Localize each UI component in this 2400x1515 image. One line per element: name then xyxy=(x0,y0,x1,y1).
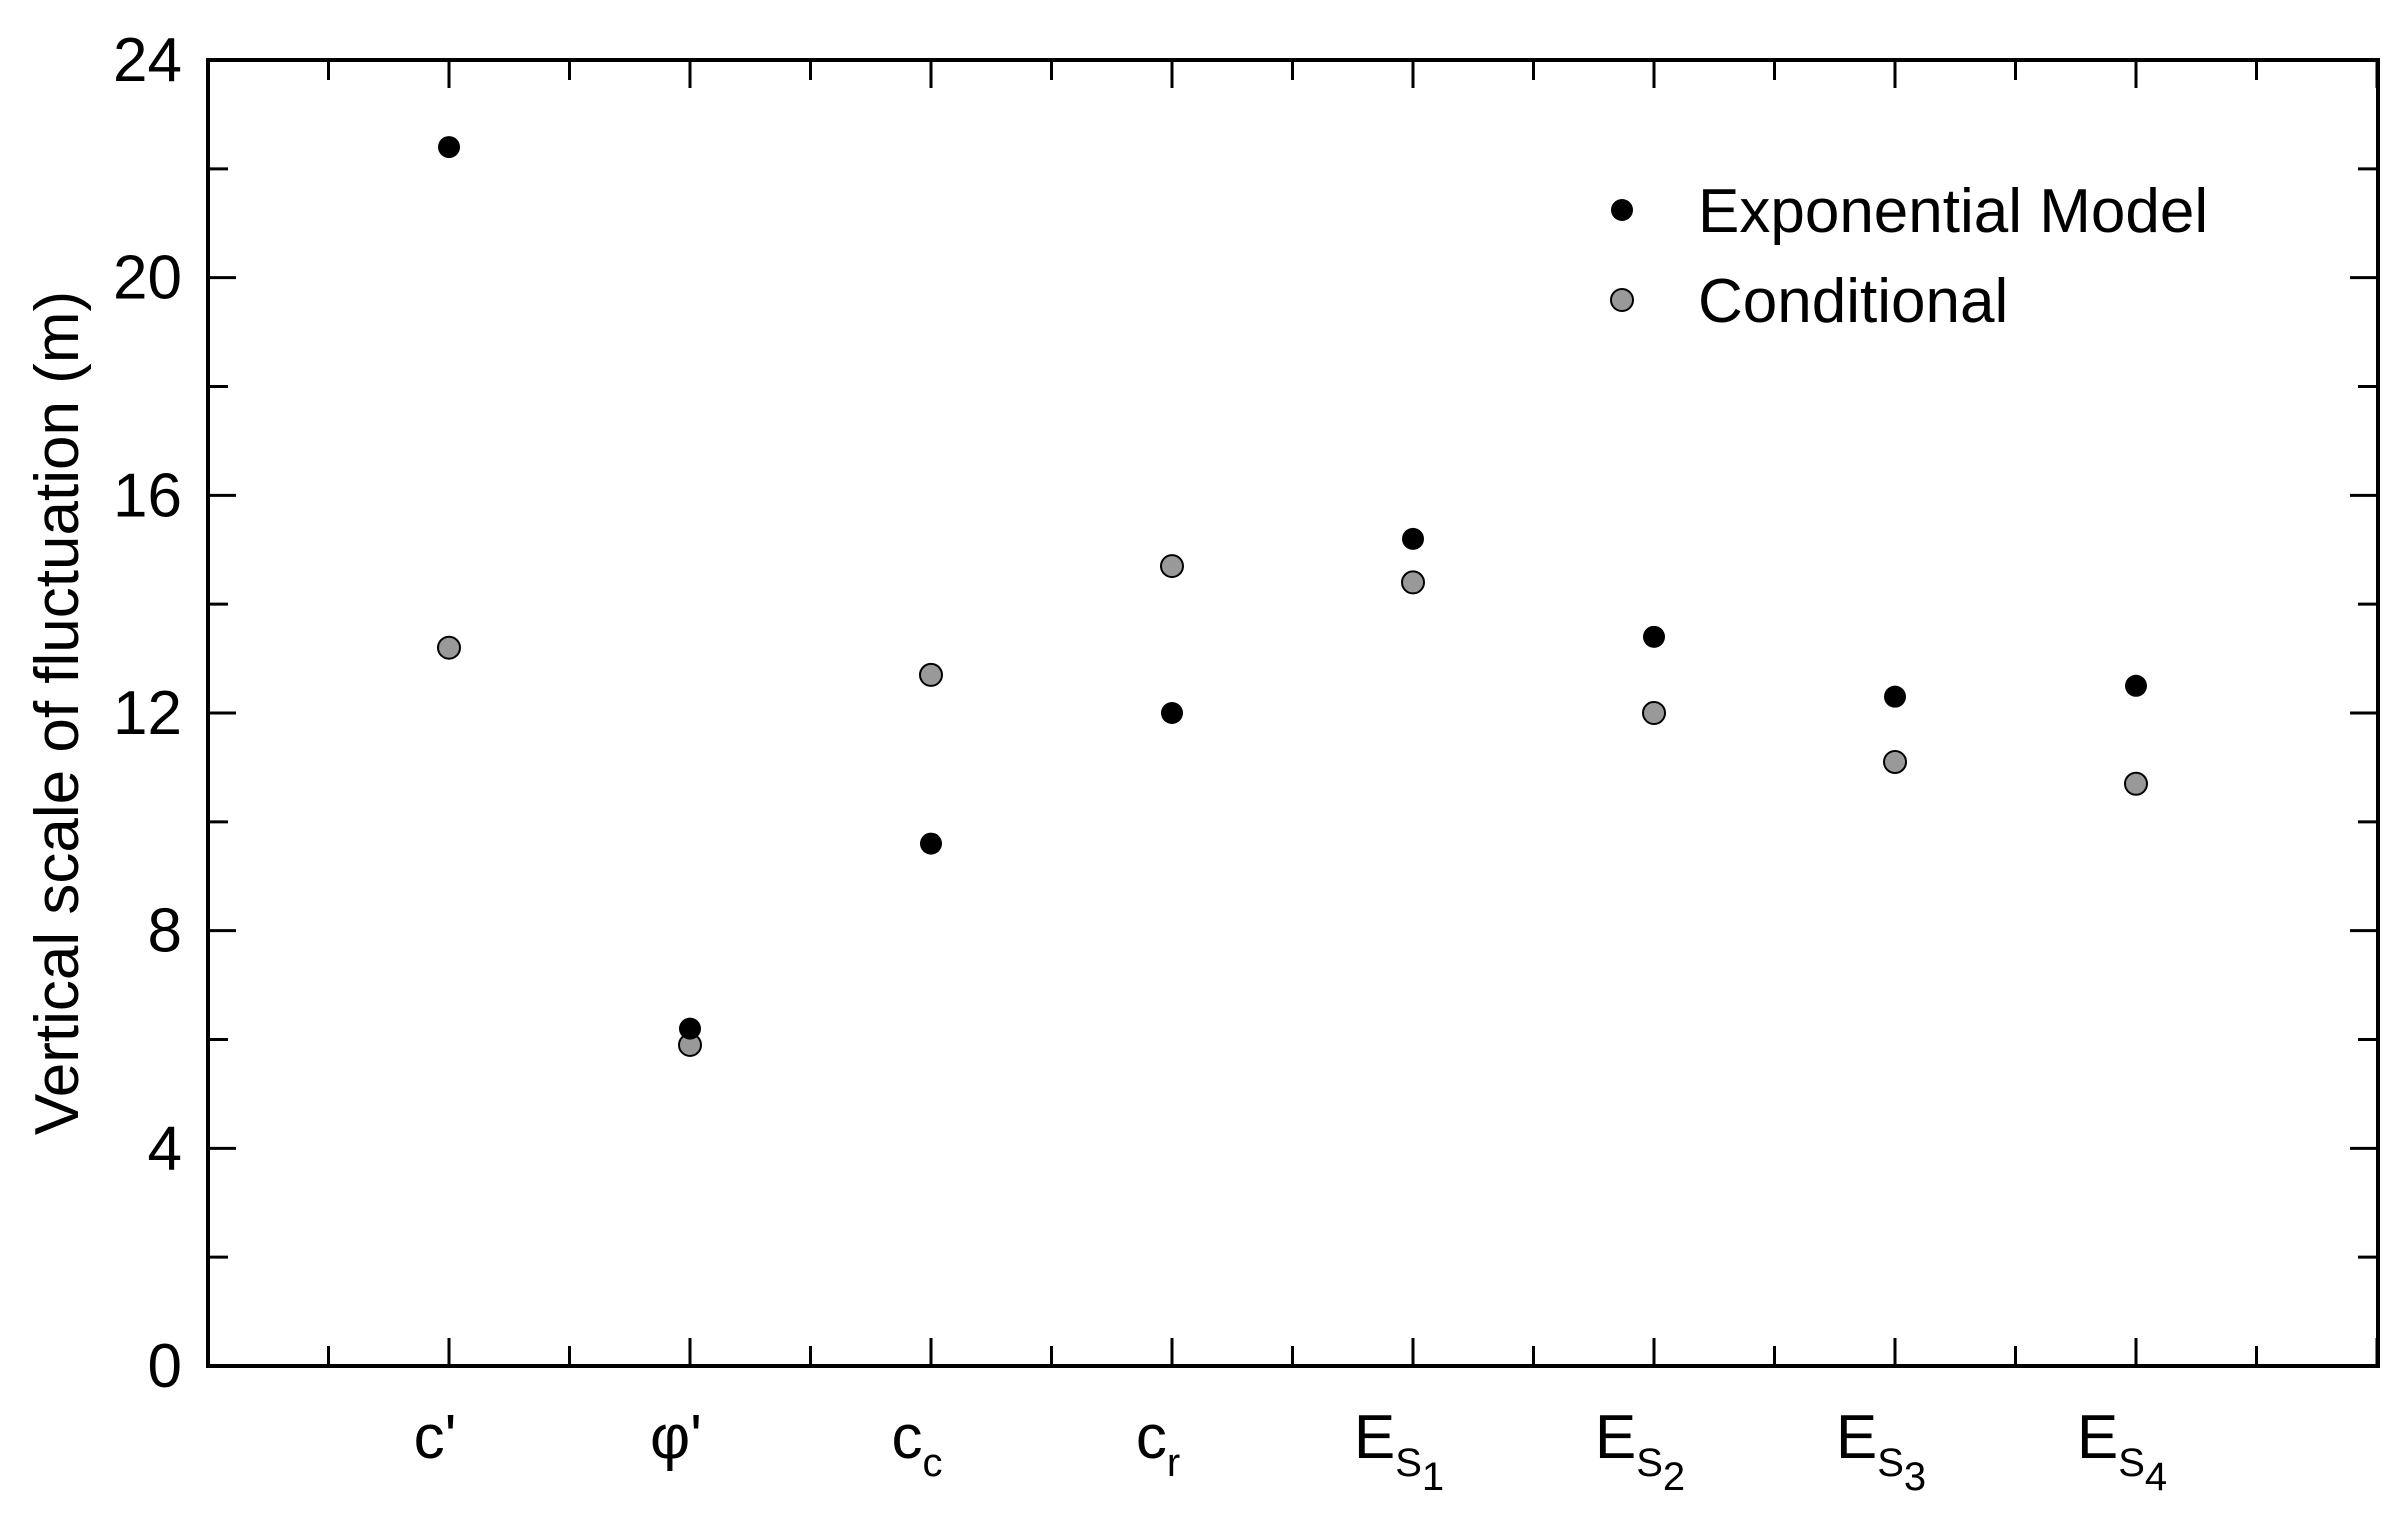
y-tick-label: 24 xyxy=(113,26,182,95)
x-tick-label: ES4 xyxy=(2077,1403,2167,1499)
y-tick-label: 0 xyxy=(148,1332,182,1401)
data-point-exponential xyxy=(1161,702,1183,724)
x-tick-label-sub: S xyxy=(1877,1441,1904,1485)
y-tick-label: 8 xyxy=(148,897,182,966)
legend-label: Exponential Model xyxy=(1698,177,2208,246)
x-tick-label-sub: S xyxy=(1395,1441,1422,1485)
data-point-conditional xyxy=(1160,554,1184,579)
data-point-exponential xyxy=(438,136,460,159)
data-points xyxy=(437,136,2148,1057)
data-point-conditional xyxy=(919,662,943,687)
x-tick-label-base: E xyxy=(1595,1403,1636,1472)
x-tick-label: c' xyxy=(414,1403,457,1472)
legend-label: Conditional xyxy=(1698,267,2008,336)
x-tick-label-subsub: 2 xyxy=(1663,1455,1685,1499)
data-point-exponential xyxy=(679,1017,701,1040)
y-tick-label: 4 xyxy=(148,1114,182,1183)
x-tick-label-base: E xyxy=(1354,1403,1395,1472)
data-point-exponential xyxy=(1643,625,1665,648)
x-tick-label: φ' xyxy=(650,1403,702,1472)
data-point-exponential xyxy=(1884,685,1906,708)
x-tick-label-base: φ' xyxy=(650,1403,702,1472)
legend-marker xyxy=(1611,199,1633,221)
x-tick-label: cr xyxy=(1136,1403,1180,1485)
y-tick-label: 20 xyxy=(113,244,182,313)
legend: Exponential Model Conditional xyxy=(1610,177,2208,336)
data-point-exponential xyxy=(920,832,942,855)
data-point-conditional xyxy=(437,635,461,660)
x-tick-label: ES1 xyxy=(1354,1403,1444,1499)
x-tick-label-sub: S xyxy=(1636,1441,1663,1485)
legend-marker xyxy=(1610,288,1634,312)
x-tick-label: ES2 xyxy=(1595,1403,1685,1499)
data-point-conditional xyxy=(2124,771,2148,796)
x-tick-label: cc xyxy=(892,1403,943,1485)
x-tick-label-subsub: 3 xyxy=(1904,1455,1926,1499)
y-axis-title: Vertical scale of fluctuation (m) xyxy=(23,291,92,1135)
x-tick-label-sub: r xyxy=(1167,1441,1180,1485)
x-tick-label-base: c xyxy=(892,1403,923,1472)
x-tick-label-subsub: 1 xyxy=(1422,1455,1444,1499)
x-tick-label-base: E xyxy=(2077,1403,2118,1472)
data-point-conditional xyxy=(1642,701,1666,725)
data-point-exponential xyxy=(2125,674,2147,697)
x-tick-label-base: c xyxy=(1136,1403,1167,1472)
x-tick-label-sub: c xyxy=(923,1441,943,1485)
x-tick-label-sub: S xyxy=(2118,1441,2145,1485)
data-point-conditional xyxy=(1401,570,1425,595)
y-tick-label: 12 xyxy=(113,679,182,748)
x-tick-label-base: c' xyxy=(414,1403,457,1472)
y-tick-label: 16 xyxy=(113,461,182,530)
data-point-conditional xyxy=(1883,749,1907,774)
plot-frame xyxy=(206,58,2380,1368)
x-tick-label-subsub: 4 xyxy=(2145,1455,2167,1499)
x-tick-label-base: E xyxy=(1836,1403,1877,1472)
x-tick-label: ES3 xyxy=(1836,1403,1926,1499)
axis-ticks xyxy=(208,58,2379,1368)
data-point-exponential xyxy=(1402,527,1424,550)
